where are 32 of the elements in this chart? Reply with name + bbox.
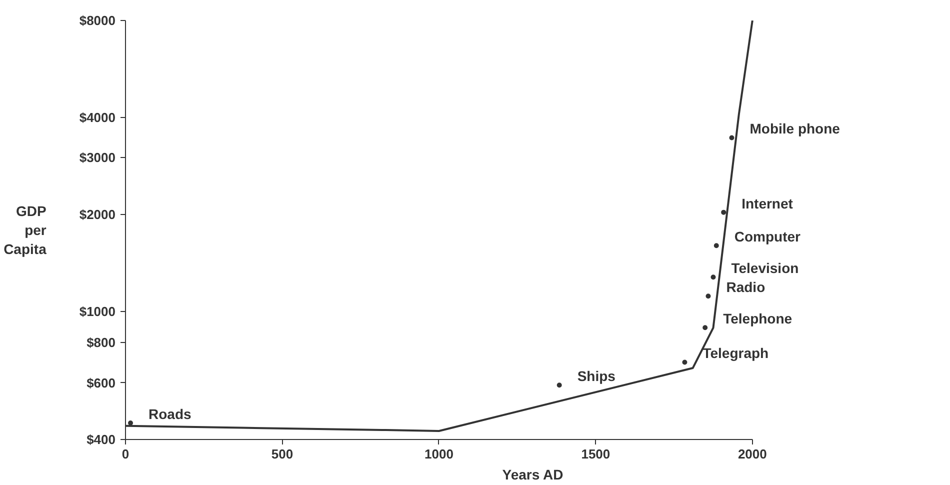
y-tick-label: $4000 <box>79 110 116 125</box>
annotation: Television <box>731 260 799 276</box>
y-tick-label: $2000 <box>79 206 116 222</box>
y-tick-label: $8000 <box>79 13 116 28</box>
annotation: Ships <box>577 368 616 384</box>
x-tick-label: 0 <box>122 446 130 462</box>
x-tick-label: 2000 <box>738 446 767 462</box>
annotation: Internet <box>742 195 794 212</box>
y-axis-title: GDP per Capita <box>4 202 47 258</box>
x-axis-title: Years AD <box>502 466 564 482</box>
point <box>721 210 726 215</box>
x-tick-label: 1500 <box>581 446 610 462</box>
point <box>702 325 708 330</box>
annotation: Mobile phone <box>750 120 840 137</box>
annotation: Radio <box>726 279 766 296</box>
point <box>710 274 716 280</box>
x-tick-label: 500 <box>271 446 294 462</box>
y-tick-label: $3000 <box>79 150 116 166</box>
x-tick-label: 1000 <box>424 446 454 462</box>
annotation: Telegraph <box>702 345 769 362</box>
y-tick-label: $600 <box>86 375 116 390</box>
annotation: Roads <box>148 406 192 422</box>
point <box>682 360 688 365</box>
annotation: Computer <box>734 228 802 245</box>
point <box>714 243 719 248</box>
y-tick-label: $400 <box>86 432 116 447</box>
y-tick-label: $1000 <box>79 304 116 319</box>
y-tick-label: $800 <box>86 335 116 350</box>
point <box>556 382 562 388</box>
annotation: Telephone <box>723 310 792 327</box>
point <box>729 135 734 140</box>
point <box>706 294 711 299</box>
